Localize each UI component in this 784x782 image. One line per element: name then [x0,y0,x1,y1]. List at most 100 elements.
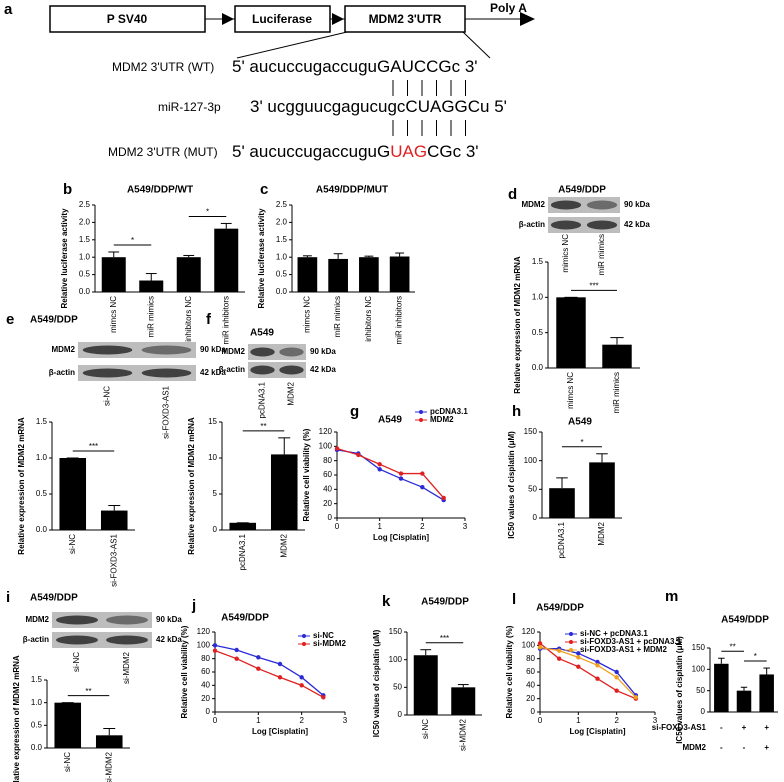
bar [759,674,774,712]
x-tick-label: MDM2 [597,521,606,545]
blot-lane-label: si-NC [72,652,81,672]
zoom-line [236,31,348,59]
bar [736,690,752,712]
legend-marker [419,410,423,414]
x-tick-label: 1 [576,716,581,725]
data-point [537,641,543,646]
data-point [234,656,239,661]
blot-size-label: 90 kDa [200,345,226,354]
panel-letter: c [260,181,268,198]
legend-label: si-FOXD3-AS1 + pcDNA3.1 [580,637,682,646]
data-point [212,648,218,653]
condition-name: si-FOXD3-AS1 [652,723,707,732]
series-line [214,644,324,696]
legend-label: si-FOXD3-AS1 + MDM2 [580,645,667,654]
bar [451,687,476,715]
blot-band [82,345,133,355]
y-axis-label: Relative cell viability (%) [302,428,311,521]
panel-letter: h [512,403,521,420]
blot-band [141,345,192,355]
chart-title: A549/DDP [221,613,269,624]
y-tick-label: 1.0 [79,252,91,261]
y-tick-label: 0 [398,710,403,719]
legend-label: si-MDM2 [313,639,346,648]
blot-band [250,365,275,375]
data-point [537,645,543,650]
blot-size-label: 42 kDa [624,220,650,229]
bar [413,655,438,715]
y-tick-label: 1.5 [532,257,544,266]
data-point [234,647,239,653]
blot-band [279,365,304,375]
y-tick-label: 2.5 [79,200,91,209]
construct-label: MDM2 3'UTR [369,12,442,26]
sequence-part: 5' aucuccugaccuguG [232,142,390,161]
x-axis-label: Log [Cisplatin] [373,533,429,542]
panel-letter: j [191,597,196,614]
x-tick-label: 3 [463,522,468,531]
chart-title: A549/DDP/WT [127,185,193,196]
y-tick-label: 80 [201,654,210,663]
bar [54,702,82,748]
series-line [336,449,445,501]
bar [59,458,87,530]
sequence-label: MDM2 3'UTR (WT) [112,60,214,74]
base-pairs [392,120,466,136]
data-point [614,688,619,693]
data-point [334,446,340,451]
y-tick-label: 40 [526,680,535,689]
construct-box [234,5,331,33]
sequence-part: 5' aucuccugaccuguGAUCCGc 3' [232,57,478,76]
significance-label: ** [85,687,91,696]
legend-label: si-NC [313,631,334,640]
x-tick-label: mimcs NC [566,372,575,409]
blot-size-label: 42 kDa [310,365,336,374]
significance-label: * [580,438,583,447]
chart-title: A549/DDP [721,615,769,626]
panel-letter: f [206,311,212,328]
y-tick-label: 100 [524,456,538,465]
y-tick-label: 20 [201,694,210,703]
y-tick-label: 1.5 [79,235,91,244]
y-axis-label: Relative luciferase activity [60,208,69,309]
blot-band [106,615,148,625]
sequence-label: MDM2 3'UTR (MUT) [108,145,218,159]
data-point [595,663,600,668]
bar [101,257,126,292]
series-line [336,447,445,499]
y-tick-label: 0 [701,707,706,716]
blot-lane-label: mimics NC [561,234,570,273]
x-tick-label: MDM2 [279,533,288,557]
y-axis-label: IC50 values of cisplatin (μM) [675,636,684,744]
x-tick-label: miR mimics [612,372,621,413]
x-tick-label: si-MDM2 [458,718,467,751]
condition-sign: + [764,723,769,732]
data-point [398,471,404,476]
x-tick-label: miR inhibitors [221,296,230,344]
y-tick-label: 0 [531,707,536,716]
x-tick-label: 0 [538,716,543,725]
panel-letter: d [508,186,517,203]
x-tick-label: si-NC [63,752,72,772]
y-tick-label: 0 [206,707,211,716]
x-tick-label: miR mimics [146,296,155,337]
data-point [212,643,218,648]
y-tick-label: 0.5 [532,328,544,337]
y-tick-label: 0.5 [276,270,288,279]
data-point [576,664,581,669]
bar [229,522,257,530]
blot-size-label: 90 kDa [310,347,336,356]
x-tick-label: 2 [420,522,425,531]
data-point [595,676,600,681]
sequence: 3' ucgguucgagucugcCUAGGCu 5' [250,97,507,116]
y-tick-label: 2.5 [276,200,288,209]
x-tick-label: 3 [653,716,658,725]
y-tick-label: 10 [208,453,217,462]
y-tick-label: 100 [197,640,211,649]
y-tick-label: 120 [522,627,536,636]
panel-letter: g [350,403,359,420]
panel-letter: m [665,588,678,605]
y-tick-label: 80 [323,456,332,465]
bar [556,297,586,368]
significance-label: *** [589,281,598,290]
